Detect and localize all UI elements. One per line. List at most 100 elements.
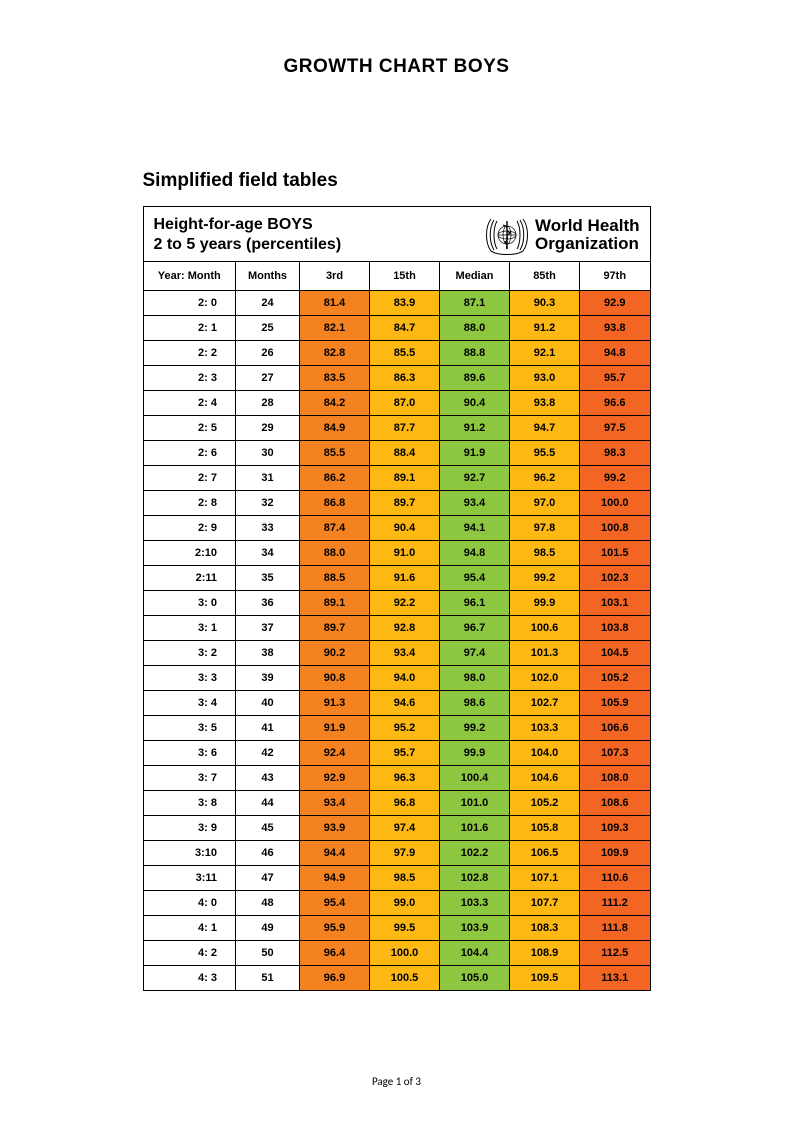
table-cell: 92.9: [580, 290, 650, 315]
table-cell: 3: 9: [144, 815, 236, 840]
table-row: 4: 14995.999.5103.9108.3111.8: [144, 915, 650, 940]
table-cell: 100.4: [440, 765, 510, 790]
table-cell: 96.7: [440, 615, 510, 640]
table-cell: 85.5: [300, 440, 370, 465]
table-cell: 27: [236, 365, 300, 390]
table-cell: 92.7: [440, 465, 510, 490]
table-cell: 97.5: [580, 415, 650, 440]
table-cell: 109.3: [580, 815, 650, 840]
table-cell: 91.2: [510, 315, 580, 340]
table-row: 3: 94593.997.4101.6105.8109.3: [144, 815, 650, 840]
table-cell: 2: 8: [144, 490, 236, 515]
table-cell: 101.6: [440, 815, 510, 840]
table-cell: 88.0: [440, 315, 510, 340]
table-row: 2: 52984.987.791.294.797.5: [144, 415, 650, 440]
table-cell: 29: [236, 415, 300, 440]
table-cell: 99.2: [580, 465, 650, 490]
table-row: 4: 35196.9100.5105.0109.5113.1: [144, 965, 650, 990]
table-cell: 84.9: [300, 415, 370, 440]
page-title: GROWTH CHART BOYS: [0, 0, 793, 78]
table-cell: 96.6: [580, 390, 650, 415]
table-cell: 104.5: [580, 640, 650, 665]
table-cell: 99.9: [510, 590, 580, 615]
table-cell: 111.2: [580, 890, 650, 915]
table-row: 3: 23890.293.497.4101.3104.5: [144, 640, 650, 665]
table-cell: 107.7: [510, 890, 580, 915]
table-cell: 99.0: [370, 890, 440, 915]
table-cell: 95.5: [510, 440, 580, 465]
table-cell: 2: 0: [144, 290, 236, 315]
table-cell: 32: [236, 490, 300, 515]
table-cell: 4: 2: [144, 940, 236, 965]
table-cell: 89.7: [300, 615, 370, 640]
table-cell: 93.4: [300, 790, 370, 815]
table-cell: 4: 3: [144, 965, 236, 990]
table-cell: 47: [236, 865, 300, 890]
table-row: 3: 44091.394.698.6102.7105.9: [144, 690, 650, 715]
table-cell: 96.8: [370, 790, 440, 815]
table-row: 2:103488.091.094.898.5101.5: [144, 540, 650, 565]
who-text: World Health Organization: [535, 217, 640, 253]
table-cell: 3: 0: [144, 590, 236, 615]
table-row: 3: 54191.995.299.2103.3106.6: [144, 715, 650, 740]
table-cell: 3: 1: [144, 615, 236, 640]
table-cell: 94.8: [580, 340, 650, 365]
table-cell: 2: 9: [144, 515, 236, 540]
table-row: 2: 83286.889.793.497.0100.0: [144, 490, 650, 515]
table-cell: 50: [236, 940, 300, 965]
table-header-line2: 2 to 5 years (percentiles): [154, 235, 485, 255]
table-cell: 103.1: [580, 590, 650, 615]
table-cell: 89.6: [440, 365, 510, 390]
table-cell: 2: 6: [144, 440, 236, 465]
table-cell: 87.4: [300, 515, 370, 540]
table-row: 3: 64292.495.799.9104.0107.3: [144, 740, 650, 765]
table-container: Height-for-age BOYS 2 to 5 years (percen…: [143, 206, 651, 991]
table-cell: 90.3: [510, 290, 580, 315]
table-cell: 88.5: [300, 565, 370, 590]
table-row: 3: 74392.996.3100.4104.6108.0: [144, 765, 650, 790]
table-cell: 107.3: [580, 740, 650, 765]
table-cell: 100.8: [580, 515, 650, 540]
table-cell: 96.3: [370, 765, 440, 790]
table-cell: 95.9: [300, 915, 370, 940]
table-cell: 82.1: [300, 315, 370, 340]
table-cell: 104.6: [510, 765, 580, 790]
table-row: 4: 25096.4100.0104.4108.9112.5: [144, 940, 650, 965]
table-cell: 43: [236, 765, 300, 790]
table-cell: 101.5: [580, 540, 650, 565]
table-cell: 92.1: [510, 340, 580, 365]
table-cell: 3: 8: [144, 790, 236, 815]
table-cell: 93.4: [440, 490, 510, 515]
table-cell: 103.3: [510, 715, 580, 740]
table-cell: 104.4: [440, 940, 510, 965]
table-row: 2: 32783.586.389.693.095.7: [144, 365, 650, 390]
table-cell: 90.8: [300, 665, 370, 690]
table-cell: 28: [236, 390, 300, 415]
table-cell: 42: [236, 740, 300, 765]
table-cell: 91.6: [370, 565, 440, 590]
table-cell: 90.2: [300, 640, 370, 665]
table-cell: 87.0: [370, 390, 440, 415]
table-header-text: Height-for-age BOYS 2 to 5 years (percen…: [154, 215, 485, 255]
table-row: 2: 93387.490.494.197.8100.8: [144, 515, 650, 540]
table-cell: 46: [236, 840, 300, 865]
table-row: 2: 63085.588.491.995.598.3: [144, 440, 650, 465]
table-cell: 102.2: [440, 840, 510, 865]
table-cell: 89.1: [370, 465, 440, 490]
table-cell: 102.0: [510, 665, 580, 690]
table-cell: 102.8: [440, 865, 510, 890]
table-cell: 83.9: [370, 290, 440, 315]
table-row: 2: 42884.287.090.493.896.6: [144, 390, 650, 415]
table-head-row: Year: Month Months 3rd 15th Median 85th …: [144, 262, 650, 290]
table-cell: 41: [236, 715, 300, 740]
table-cell: 89.7: [370, 490, 440, 515]
table-cell: 113.1: [580, 965, 650, 990]
org-line2: Organization: [535, 235, 640, 253]
table-cell: 87.7: [370, 415, 440, 440]
table-cell: 91.0: [370, 540, 440, 565]
table-cell: 103.9: [440, 915, 510, 940]
table-cell: 100.5: [370, 965, 440, 990]
table-cell: 99.2: [440, 715, 510, 740]
table-cell: 3: 4: [144, 690, 236, 715]
table-cell: 3:10: [144, 840, 236, 865]
